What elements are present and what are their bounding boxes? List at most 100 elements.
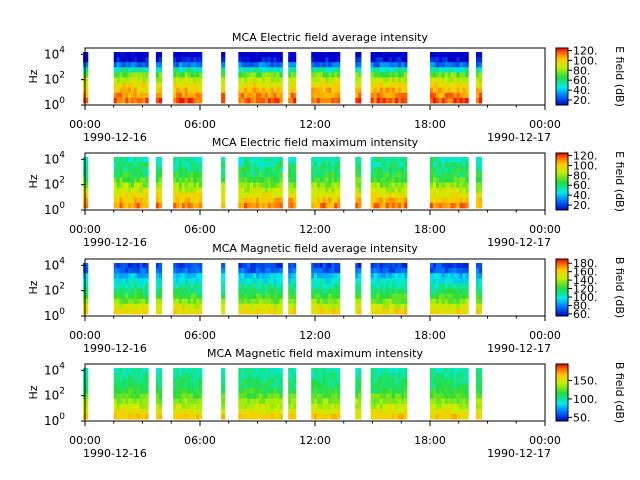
spectrogram-cell: [190, 52, 194, 58]
spectrogram-cell: [459, 378, 463, 384]
spectrogram-cell: [388, 162, 393, 168]
spectrogram-cell: [131, 62, 135, 68]
spectrogram-cell: [288, 308, 292, 315]
colorbar-step: [556, 90, 568, 93]
spectrogram-cell: [400, 273, 405, 279]
spectrogram-cell: [453, 298, 457, 305]
spectrogram-cell: [238, 202, 242, 209]
spectrogram-cell: [322, 202, 326, 209]
spectrogram-cell: [456, 52, 460, 58]
spectrogram-cell: [119, 308, 123, 315]
spectrogram-cell: [133, 308, 138, 315]
spectrogram-cell: [476, 393, 480, 399]
spectrogram-cell: [199, 393, 203, 399]
spectrogram-cell: [128, 278, 132, 284]
spectrogram-cell: [196, 268, 200, 274]
spectrogram-cell: [145, 162, 149, 168]
colorbar-step: [556, 290, 568, 293]
spectrogram-cell: [193, 383, 197, 389]
spectrogram-cell: [334, 298, 338, 305]
spectrogram-cell: [250, 303, 254, 310]
spectrogram-segment: [370, 368, 408, 420]
spectrogram-cell: [184, 67, 188, 73]
spectrogram-cell: [337, 273, 341, 279]
spectrogram-cell: [388, 62, 393, 68]
spectrogram-cell: [316, 298, 321, 305]
spectrogram-cell: [444, 273, 449, 279]
spectrogram-cell: [258, 288, 263, 294]
spectrogram-cell: [273, 97, 277, 104]
spectrogram-cell: [385, 383, 390, 389]
spectrogram-cell: [128, 57, 132, 63]
spectrogram-cell: [184, 187, 188, 194]
spectrogram-cell: [435, 373, 440, 379]
spectrogram-cell: [462, 263, 466, 269]
spectrogram-cell: [438, 288, 443, 294]
spectrogram-cell: [155, 388, 160, 394]
spectrogram-cell: [394, 403, 399, 410]
spectrogram-cell: [142, 303, 146, 310]
spectrogram-cell: [253, 308, 257, 315]
spectrogram-cell: [459, 182, 463, 188]
spectrogram-cell: [178, 177, 183, 183]
spectrogram-cell: [370, 273, 375, 279]
spectrogram-cell: [373, 177, 378, 183]
colorbar-frame: [555, 152, 569, 211]
spectrogram-cell: [158, 368, 163, 374]
spectrogram-cell: [311, 52, 315, 58]
spectrogram-cell: [438, 92, 443, 99]
spectrogram-cell: [113, 373, 118, 379]
x-tick-label: 00:00: [529, 118, 561, 131]
spectrogram-cell: [176, 82, 180, 89]
spectrogram-cell: [453, 378, 457, 384]
spectrogram-cell: [122, 177, 126, 183]
spectrogram-cell: [328, 167, 332, 173]
spectrogram-cell: [379, 197, 384, 204]
spectrogram-cell: [119, 278, 123, 284]
spectrogram-cell: [288, 368, 292, 374]
spectrogram-cell: [432, 62, 437, 68]
spectrogram-cell: [125, 403, 129, 410]
spectrogram-cell: [462, 288, 466, 294]
spectrogram-cell: [133, 413, 138, 420]
colorbar-step: [556, 296, 568, 298]
colorbar-tick-label: 80.: [573, 299, 591, 312]
spectrogram-cell: [131, 368, 135, 374]
spectrogram-cell: [444, 192, 449, 199]
spectrogram-cell: [128, 388, 132, 394]
spectrogram-cell: [337, 197, 341, 204]
spectrogram-cell: [125, 308, 129, 315]
spectrogram-cell: [328, 273, 332, 279]
colorbar-step: [556, 154, 568, 157]
colorbar-step: [556, 55, 568, 58]
spectrogram-cell: [447, 288, 452, 294]
colorbar-step: [556, 284, 568, 287]
spectrogram-cell: [388, 67, 393, 73]
spectrogram-cell: [125, 82, 129, 89]
spectrogram-cell: [261, 403, 266, 410]
spectrogram-cell: [465, 97, 469, 104]
spectrogram-cell: [438, 263, 443, 269]
spectrogram-cell: [456, 383, 460, 389]
spectrogram-cell: [385, 393, 390, 399]
spectrogram-cell: [311, 388, 315, 394]
spectrogram-cell: [328, 268, 332, 274]
spectrogram-cell: [199, 268, 203, 274]
spectrogram-cell: [316, 87, 321, 94]
spectrogram-cell: [465, 82, 469, 89]
spectrogram-cell: [176, 373, 180, 379]
spectrogram-cell: [450, 182, 454, 188]
spectrogram-cell: [376, 67, 381, 73]
spectrogram-cell: [133, 67, 138, 73]
spectrogram-cell: [264, 373, 269, 379]
spectrogram-cell: [178, 167, 183, 173]
spectrogram-cell: [373, 162, 378, 168]
spectrogram-cell: [430, 202, 434, 209]
spectrogram-cell: [131, 172, 135, 178]
spectrogram-cell: [193, 308, 197, 315]
spectrogram-cell: [190, 172, 194, 178]
spectrogram-cell: [116, 82, 120, 89]
spectrogram-cell: [397, 298, 402, 305]
spectrogram-cell: [391, 162, 396, 168]
spectrogram-cell: [403, 273, 408, 279]
